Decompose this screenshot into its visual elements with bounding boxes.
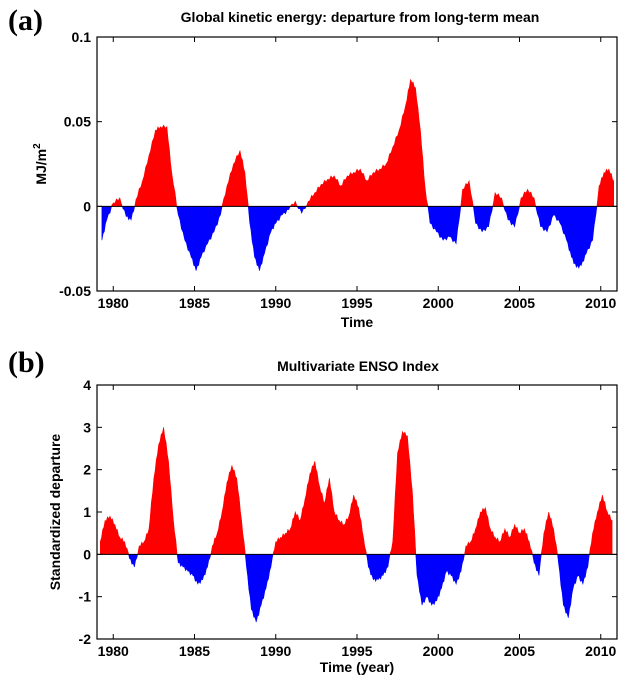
chart-a-plot: 1980 1985 1990 1995 2000 2005 2010 -0.05 0 0.05 0.… [59,29,617,311]
chart-a-xtick-label: 2010 [585,295,616,311]
chart-a-xtick-label: 1985 [179,295,210,311]
chart-a-xlabel: Time [341,314,374,330]
chart-b-ylabel: Standardized departure [47,434,63,591]
chart-a-ylabel: MJ/m2 [32,143,49,185]
chart-a-ytick-label: -0.05 [59,283,91,299]
chart-b-ytick-label: 2 [83,462,91,478]
chart-a-ylabel-text: MJ/m [33,149,49,185]
chart-a-ylabel-sup: 2 [32,143,43,149]
chart-b-plot: 1980 1985 1990 1995 2000 2005 2010 -2 -1 0 1 2 3 4 [79,377,617,659]
chart-b-xtick-label: 1980 [98,643,129,659]
chart-a-ytick-label: 0 [83,198,91,214]
chart-b-xtick-label: 1985 [179,643,210,659]
panel-b-label: (b) [8,346,45,379]
panel-a-label: (a) [8,4,43,37]
chart-b-frame [96,384,618,640]
chart-b-positive-area [100,427,613,555]
chart-a-xtick-label: 2005 [504,295,535,311]
chart-b-ytick-label: 1 [83,504,91,520]
chart-b-xtick-label: 1995 [341,643,372,659]
chart-b-ytick-label: 4 [83,377,91,393]
chart-a-positive-area [111,79,614,207]
chart-a-frame [96,36,618,292]
chart-b-ytick-label: 0 [83,546,91,562]
chart-b-ytick-label: -1 [79,589,92,605]
chart-a-xtick-label: 1990 [260,295,291,311]
chart-b-negative-area [128,554,590,623]
chart-b-xtick-label: 1990 [260,643,291,659]
chart-b-xtick-label: 2000 [423,643,454,659]
chart-b-title: Multivariate ENSO Index [277,358,439,374]
chart-b-ytick-label: -2 [79,631,92,647]
chart-a-xtick-label: 2000 [423,295,454,311]
chart-a-ytick-label: 0.05 [64,114,91,130]
chart-a-negative-area [101,206,598,271]
chart-a-ytick-label: 0.1 [72,29,92,45]
chart-a-xtick-label: 1980 [98,295,129,311]
chart-b-ytick-label: 3 [83,419,91,435]
chart-b-xlabel: Time (year) [320,659,394,675]
chart-b-xtick-label: 2010 [585,643,616,659]
chart-a-title: Global kinetic energy: departure from lo… [181,9,540,25]
chart-b-xtick-label: 2005 [504,643,535,659]
chart-a-xtick-label: 1995 [341,295,372,311]
